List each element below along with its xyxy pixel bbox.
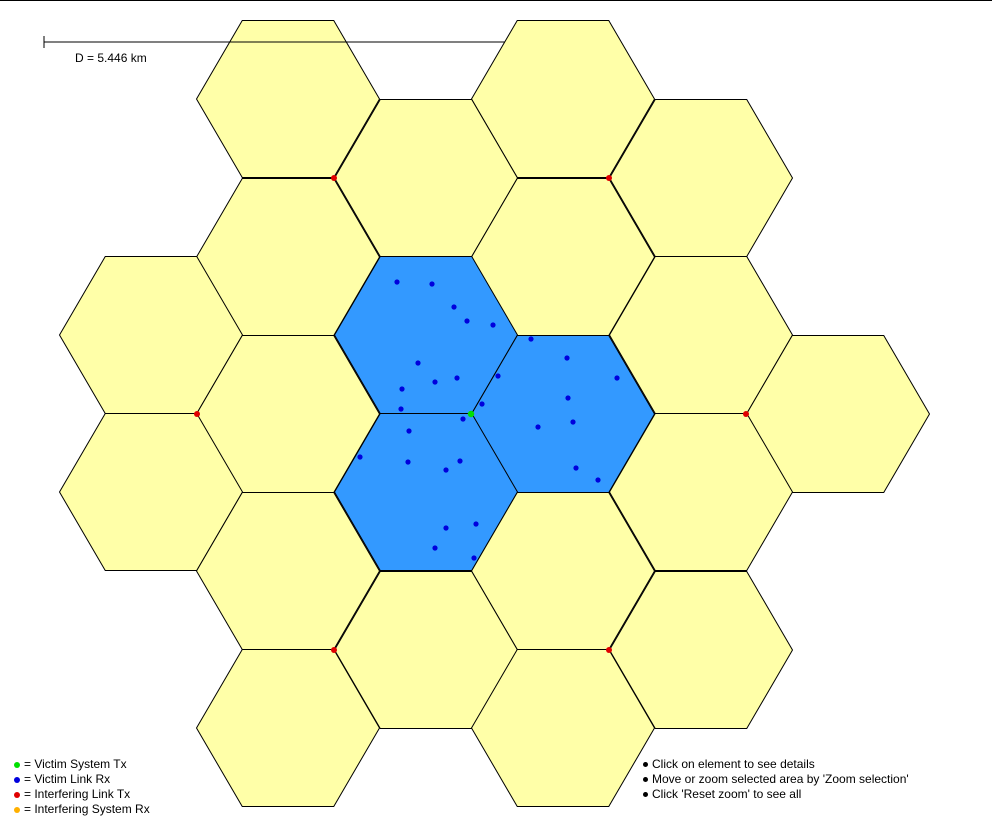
legend-label: = Victim System Tx [24, 757, 127, 771]
scale-label: D = 5.446 km [75, 51, 147, 65]
victim-link-rx-point[interactable] [429, 281, 435, 287]
instruction-text: Click on element to see details [652, 757, 815, 771]
victim-link-rx-point[interactable] [399, 386, 405, 392]
interfering-link-tx-point[interactable] [331, 647, 337, 653]
victim-link-rx-point[interactable] [460, 416, 466, 422]
victim-link-rx-point[interactable] [479, 401, 485, 407]
legend-interfering-tx-dot-icon [14, 791, 20, 798]
legend: = Victim System Tx = Victim Link Rx = In… [14, 757, 150, 817]
victim-link-rx-point[interactable] [535, 424, 541, 430]
victim-link-rx-point[interactable] [471, 555, 477, 561]
scale-bar: D = 5.446 km [43, 36, 505, 65]
transmitter-layer [194, 175, 749, 653]
top-border [0, 0, 992, 1]
hex-cell-layer [58, 20, 931, 807]
interfering-cell[interactable] [608, 571, 794, 729]
victim-link-rx-point[interactable] [495, 373, 501, 379]
victim-link-rx-point[interactable] [565, 395, 571, 401]
interfering-link-tx-point[interactable] [606, 647, 612, 653]
legend-item-victim-link-rx: = Victim Link Rx [14, 772, 150, 787]
victim-link-rx-point[interactable] [490, 322, 496, 328]
interfering-link-tx-point[interactable] [194, 411, 200, 417]
legend-interfering-rx-dot-icon [14, 806, 20, 813]
victim-link-rx-point[interactable] [454, 375, 460, 381]
bullet-icon [643, 762, 648, 767]
bullet-icon [643, 777, 648, 782]
interfering-link-tx-point[interactable] [331, 175, 337, 181]
legend-label: = Interfering System Rx [24, 802, 150, 816]
victim-link-rx-point[interactable] [432, 545, 438, 551]
victim-link-rx-point[interactable] [406, 428, 412, 434]
legend-label: = Interfering Link Tx [24, 787, 131, 801]
victim-link-rx-point[interactable] [443, 467, 449, 473]
legend-victim-tx-dot-icon [14, 761, 20, 768]
victim-link-rx-point[interactable] [573, 465, 579, 471]
legend-item-interfering-link-tx: = Interfering Link Tx [14, 787, 150, 802]
victim-link-rx-point[interactable] [451, 304, 457, 310]
victim-link-rx-layer [357, 279, 620, 561]
victim-link-rx-point[interactable] [398, 406, 404, 412]
victim-link-rx-point[interactable] [464, 318, 470, 324]
instruction-item: Click 'Reset zoom' to see all [643, 787, 909, 802]
victim-link-rx-point[interactable] [405, 459, 411, 465]
interfering-cell[interactable] [195, 649, 381, 807]
victim-link-rx-point[interactable] [528, 336, 534, 342]
legend-victim-rx-dot-icon [14, 776, 20, 783]
interfering-link-tx-point[interactable] [606, 175, 612, 181]
victim-link-rx-point[interactable] [415, 360, 421, 366]
interfering-cell[interactable] [608, 413, 794, 571]
victim-link-rx-point[interactable] [595, 477, 601, 483]
legend-item-interfering-system-rx: = Interfering System Rx [14, 802, 150, 817]
victim-link-rx-point[interactable] [443, 525, 449, 531]
victim-link-rx-point[interactable] [473, 521, 479, 527]
victim-link-rx-point[interactable] [570, 419, 576, 425]
instruction-text: Move or zoom selected area by 'Zoom sele… [652, 772, 909, 786]
instructions: Click on element to see details Move or … [643, 757, 909, 802]
victim-link-rx-point[interactable] [614, 375, 620, 381]
interfering-link-tx-point[interactable] [743, 411, 749, 417]
victim-system-tx-point[interactable] [467, 410, 475, 418]
legend-label: = Victim Link Rx [24, 772, 111, 786]
instruction-item: Click on element to see details [643, 757, 909, 772]
instruction-text: Click 'Reset zoom' to see all [652, 787, 802, 801]
bullet-icon [643, 792, 648, 797]
victim-link-rx-point[interactable] [457, 458, 463, 464]
victim-link-rx-point[interactable] [432, 379, 438, 385]
victim-link-rx-point[interactable] [394, 279, 400, 285]
victim-link-rx-point[interactable] [564, 355, 570, 361]
interfering-cell[interactable] [470, 649, 656, 807]
instruction-item: Move or zoom selected area by 'Zoom sele… [643, 772, 909, 787]
legend-item-victim-system-tx: = Victim System Tx [14, 757, 150, 772]
interfering-cell[interactable] [195, 20, 381, 178]
victim-link-rx-point[interactable] [357, 454, 363, 460]
